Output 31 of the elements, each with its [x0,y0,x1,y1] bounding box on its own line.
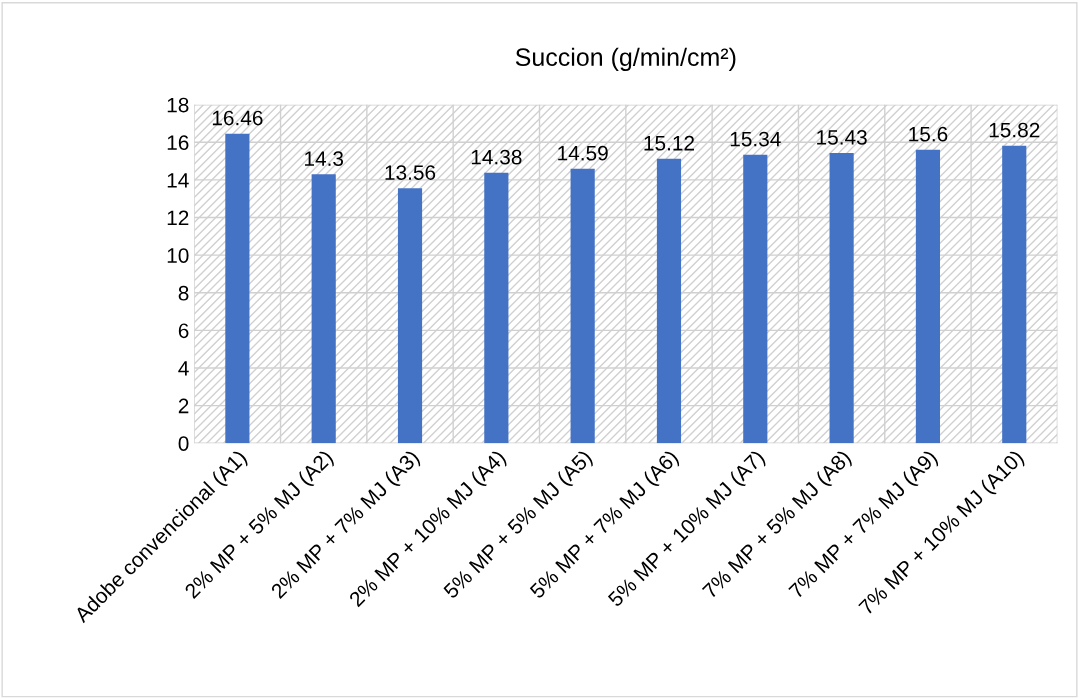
y-tick-label: 16 [167,135,189,151]
y-tick-label: 14 [167,173,189,188]
y-tick-label: 8 [178,285,189,301]
y-tick-label: 12 [167,210,189,226]
y-tick-label: 0 [178,436,189,451]
bar [829,153,854,444]
y-tick-label: 6 [178,323,189,339]
bar [484,172,509,444]
data-label: 14.59 [558,145,608,161]
data-label: 14.38 [471,149,522,165]
bar [225,133,250,444]
bar [397,188,423,444]
y-tick-label: 4 [178,361,189,376]
y-tick-label: 18 [167,97,189,113]
chart-title: Succion (g/min/cm²) [515,47,736,71]
bar [311,174,336,444]
data-label: 15.12 [644,135,694,151]
y-tick-label: 10 [167,248,189,263]
bar [915,149,941,444]
data-label: 13.56 [385,165,436,180]
bar [570,168,595,444]
bar [656,158,682,444]
data-label: 16.46 [212,110,263,126]
bar [743,154,768,444]
data-label: 15.82 [989,122,1040,138]
data-label: 15.34 [730,131,781,147]
data-label: 15.43 [817,130,867,145]
bar [1002,145,1027,444]
y-tick-label: 2 [178,398,189,414]
data-label: 15.6 [909,126,948,142]
data-label: 14.3 [305,151,344,166]
